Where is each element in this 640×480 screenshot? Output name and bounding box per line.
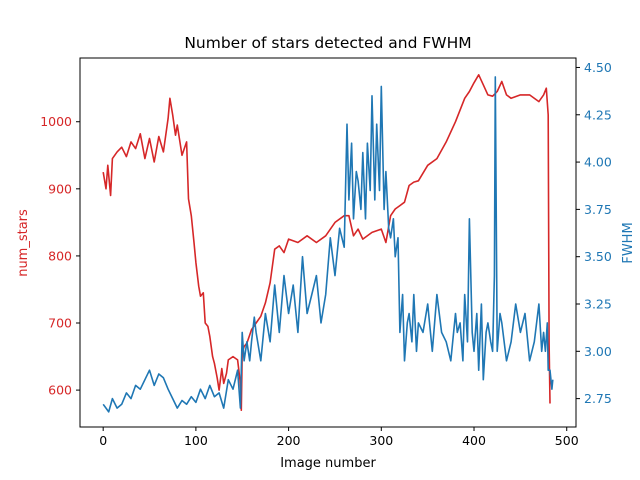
plot-frame — [79, 57, 577, 428]
x-axis-label: Image number — [280, 456, 376, 471]
x-tick-label: 300 — [369, 433, 393, 448]
right-tick-label: 3.25 — [584, 297, 612, 312]
x-axis-ticks: 0 100 200 300 400 500 — [99, 427, 579, 448]
right-tick-label: 4.50 — [584, 60, 612, 75]
left-axis-label: num_stars — [16, 209, 31, 277]
right-tick-label: 3.50 — [584, 249, 612, 264]
right-tick-label: 4.00 — [584, 155, 612, 170]
left-tick-label: 900 — [48, 181, 72, 196]
left-tick-label: 700 — [48, 316, 72, 331]
x-tick-label: 100 — [184, 433, 208, 448]
series-layer — [102, 74, 554, 413]
x-tick-label: 500 — [555, 433, 579, 448]
right-tick-label: 2.75 — [584, 391, 612, 406]
series-line-num-stars — [102, 74, 551, 412]
left-axis-ticks: 600 700 800 900 1000 — [40, 114, 80, 398]
chart-title: Number of stars detected and FWHM — [184, 34, 471, 52]
x-tick-label: 400 — [462, 433, 486, 448]
x-tick-label: 200 — [277, 433, 301, 448]
right-tick-label: 4.25 — [584, 107, 612, 122]
left-tick-label: 1000 — [40, 114, 72, 129]
left-tick-label: 800 — [48, 248, 72, 263]
right-axis-label: FWHM — [621, 222, 636, 263]
left-tick-label: 600 — [48, 383, 72, 398]
series-line-FWHM — [102, 76, 554, 413]
right-axis-ticks: 2.75 3.00 3.25 3.50 3.75 4.00 4.25 4.50 — [576, 60, 612, 406]
right-tick-label: 3.00 — [584, 344, 612, 359]
x-tick-label: 0 — [99, 433, 107, 448]
right-tick-label: 3.75 — [584, 202, 612, 217]
